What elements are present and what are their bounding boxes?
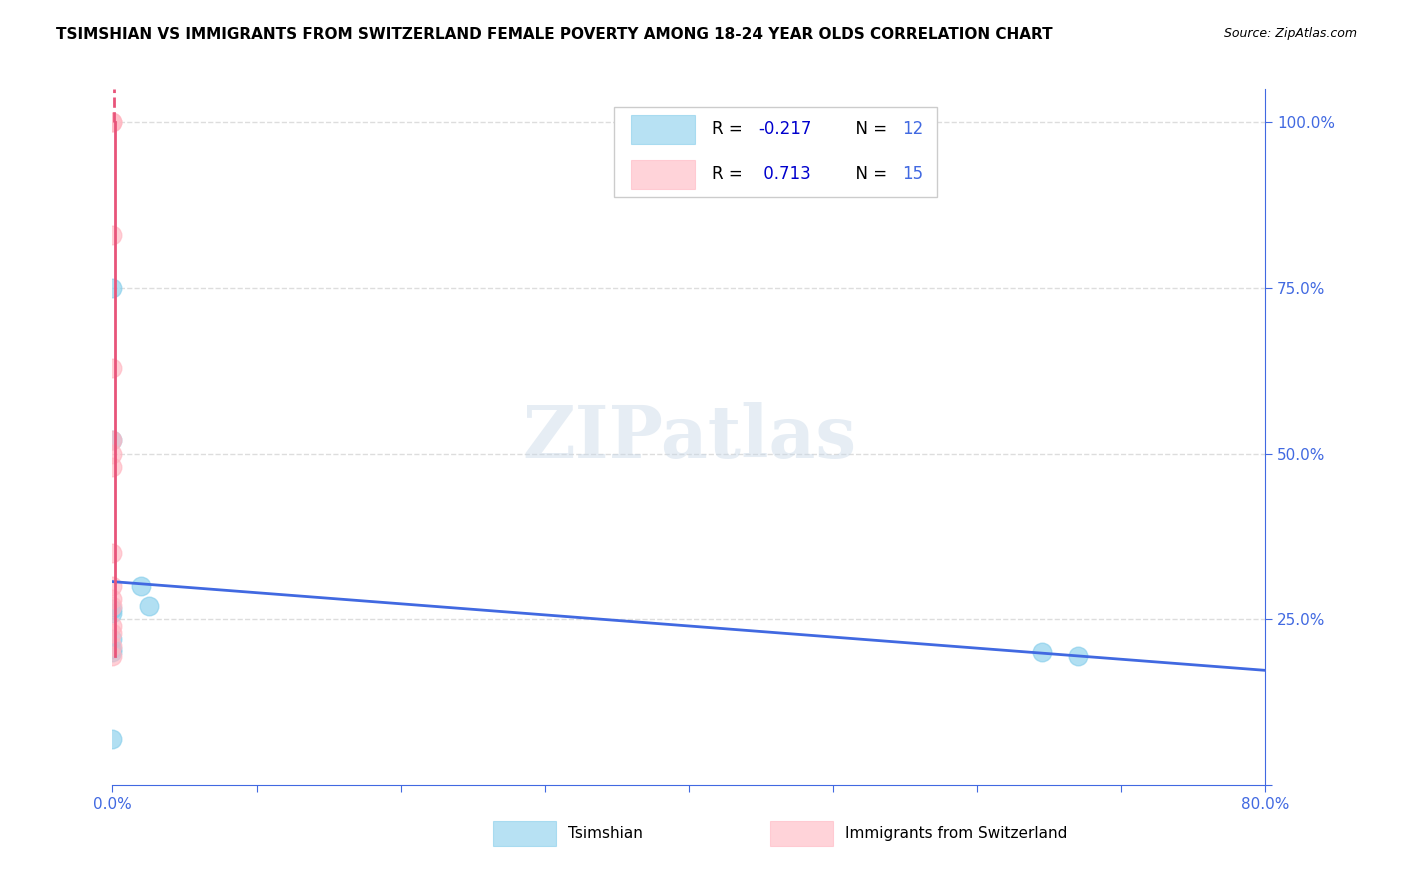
Text: 15: 15	[903, 165, 924, 184]
Point	[101, 645, 124, 659]
Point	[101, 648, 124, 663]
Point	[101, 281, 124, 295]
Point	[1067, 648, 1090, 663]
Point	[101, 642, 124, 657]
Point	[101, 632, 124, 647]
Text: Source: ZipAtlas.com: Source: ZipAtlas.com	[1223, 27, 1357, 40]
Text: Immigrants from Switzerland: Immigrants from Switzerland	[845, 826, 1067, 841]
Point	[101, 599, 124, 613]
Point	[101, 625, 124, 640]
Text: ZIPatlas: ZIPatlas	[522, 401, 856, 473]
Text: N =: N =	[845, 120, 891, 138]
Point	[101, 434, 124, 448]
Point	[101, 459, 124, 474]
Point	[101, 579, 124, 593]
Point	[101, 619, 124, 633]
Point	[129, 579, 153, 593]
FancyBboxPatch shape	[614, 106, 936, 197]
Point	[101, 546, 124, 560]
Point	[101, 360, 124, 375]
Point	[101, 602, 124, 616]
Point	[1031, 645, 1053, 659]
Text: N =: N =	[845, 165, 891, 184]
Text: 0.713: 0.713	[758, 165, 811, 184]
Text: R =: R =	[711, 165, 748, 184]
FancyBboxPatch shape	[631, 160, 695, 189]
Text: TSIMSHIAN VS IMMIGRANTS FROM SWITZERLAND FEMALE POVERTY AMONG 18-24 YEAR OLDS CO: TSIMSHIAN VS IMMIGRANTS FROM SWITZERLAND…	[56, 27, 1053, 42]
Text: 12: 12	[903, 120, 924, 138]
FancyBboxPatch shape	[631, 114, 695, 144]
Text: R =: R =	[711, 120, 748, 138]
Text: -0.217: -0.217	[758, 120, 811, 138]
FancyBboxPatch shape	[494, 822, 557, 846]
Point	[101, 434, 124, 448]
Point	[101, 639, 124, 653]
Point	[101, 731, 124, 746]
Point	[101, 115, 124, 129]
Point	[101, 592, 124, 607]
Point	[138, 599, 160, 613]
Point	[101, 115, 124, 129]
Point	[101, 227, 124, 242]
Point	[101, 447, 124, 461]
Text: Tsimshian: Tsimshian	[568, 826, 643, 841]
FancyBboxPatch shape	[769, 822, 832, 846]
Point	[101, 606, 124, 620]
